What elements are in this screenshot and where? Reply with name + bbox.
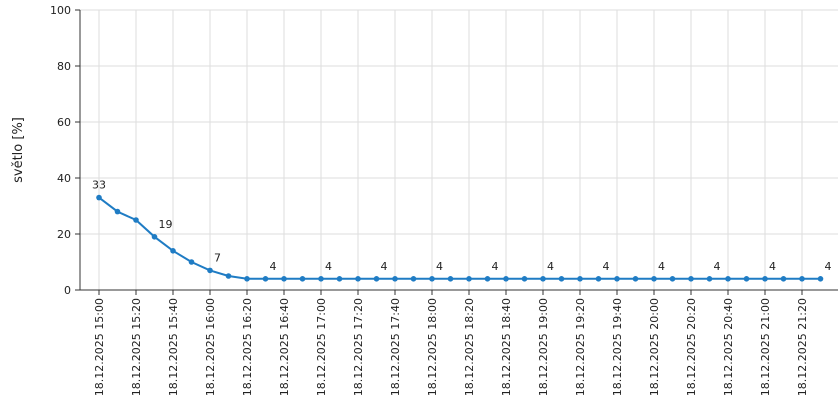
x-tick-label: 18.12.2025 15:00 [93, 298, 106, 396]
point [540, 276, 546, 282]
x-tick-label: 18.12.2025 20:40 [722, 298, 735, 396]
x-tick-label: 18.12.2025 17:00 [315, 298, 328, 396]
data-label: 4 [825, 260, 832, 273]
point [521, 276, 528, 282]
point [817, 276, 824, 282]
point [651, 276, 657, 282]
data-label: 4 [714, 260, 721, 273]
point [262, 276, 269, 282]
y-tick-label: 20 [57, 228, 71, 241]
data-label: 4 [769, 260, 776, 273]
y-tick-label: 60 [57, 116, 71, 129]
point [318, 276, 324, 282]
point [558, 276, 565, 282]
point [281, 276, 287, 282]
data-label: 4 [603, 260, 610, 273]
x-tick-label: 18.12.2025 18:00 [426, 298, 439, 396]
data-label: 7 [214, 251, 221, 264]
point [373, 276, 380, 282]
point [762, 276, 768, 282]
point [429, 276, 435, 282]
point [577, 276, 583, 282]
point [225, 273, 232, 279]
x-tick-label: 18.12.2025 18:40 [500, 298, 513, 396]
point [392, 276, 398, 282]
point [336, 276, 343, 282]
x-tick-label: 18.12.2025 16:40 [278, 298, 291, 396]
point [133, 217, 139, 223]
point [780, 276, 787, 282]
point [170, 248, 176, 254]
x-tick-label: 18.12.2025 18:20 [463, 298, 476, 396]
point [207, 267, 213, 274]
x-tick-label: 18.12.2025 17:20 [352, 298, 365, 396]
x-tick-label: 18.12.2025 21:20 [796, 298, 809, 396]
data-label: 19 [159, 218, 173, 231]
y-axis-label: světlo [%] [11, 117, 26, 183]
point [799, 276, 805, 282]
x-tick-label: 18.12.2025 20:00 [648, 298, 661, 396]
y-tick-label: 80 [57, 60, 71, 73]
data-label: 4 [658, 260, 665, 273]
point [688, 276, 694, 282]
x-tick-label: 18.12.2025 19:20 [574, 298, 587, 396]
x-tick-label: 18.12.2025 20:20 [685, 298, 698, 396]
y-tick-label: 100 [50, 4, 71, 17]
point [725, 276, 731, 282]
point [669, 276, 676, 282]
data-label: 4 [547, 260, 554, 273]
data-label: 4 [436, 260, 443, 273]
x-tick-label: 18.12.2025 19:40 [611, 298, 624, 396]
point [632, 276, 639, 282]
point [355, 276, 361, 282]
line [98, 196, 821, 280]
point [503, 276, 509, 282]
point [114, 208, 121, 215]
point [466, 276, 472, 282]
x-tick-label: 18.12.2025 15:40 [167, 298, 180, 396]
data-label: 4 [381, 260, 388, 273]
data-label: 4 [325, 260, 332, 273]
point [595, 276, 602, 282]
point [484, 276, 491, 282]
data-label: 4 [492, 260, 499, 273]
point [188, 259, 195, 265]
point [151, 234, 158, 240]
x-tick-label: 18.12.2025 16:00 [204, 298, 217, 396]
data-label: 4 [270, 260, 277, 273]
x-tick-label: 18.12.2025 17:40 [389, 298, 402, 396]
point [299, 276, 306, 282]
point [447, 276, 454, 282]
data-label: 33 [92, 179, 106, 192]
point [614, 276, 620, 282]
point [96, 194, 102, 201]
x-tick-label: 18.12.2025 16:20 [241, 298, 254, 396]
point [244, 276, 250, 282]
y-tick-label: 40 [57, 172, 71, 185]
x-tick-label: 18.12.2025 19:00 [537, 298, 550, 396]
x-tick-label: 18.12.2025 15:20 [130, 298, 143, 396]
point [743, 276, 750, 282]
x-tick-label: 18.12.2025 21:00 [759, 298, 772, 396]
point [410, 276, 417, 282]
y-tick-label: 0 [64, 284, 71, 297]
point [706, 276, 713, 282]
